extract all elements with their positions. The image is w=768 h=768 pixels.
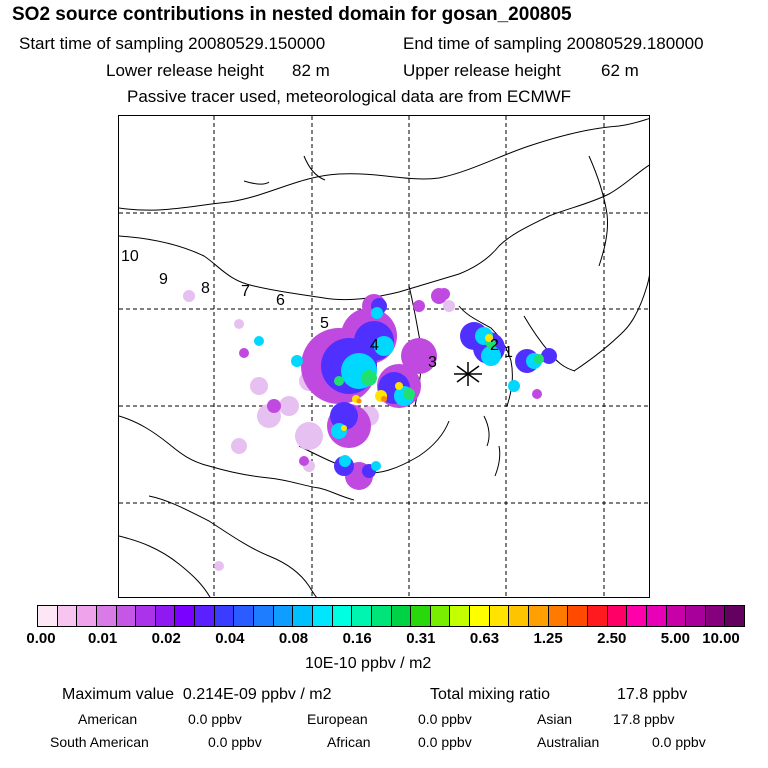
color-scale-segment <box>725 606 745 626</box>
traj-label-10: 10 <box>121 248 139 265</box>
color-scale-tick-label: 0.16 <box>342 630 372 647</box>
color-scale-segment <box>587 606 608 626</box>
region-south-american-value: 0.0 ppbv <box>208 734 262 750</box>
color-scale-tick-label: 0.01 <box>88 630 118 647</box>
color-scale-segment <box>470 606 490 626</box>
color-scale-segment <box>529 606 549 626</box>
color-scale-segment <box>57 606 78 626</box>
color-scale-unit: 10E-10 ppbv / m2 <box>305 655 432 672</box>
region-south-american-label: South American <box>50 734 149 750</box>
region-african-value: 0.0 ppbv <box>418 734 472 750</box>
so2-contribution-field <box>183 288 557 571</box>
color-scale-segment <box>352 606 372 626</box>
traj-label-1: 1 <box>504 344 513 361</box>
color-scale-bar <box>37 605 745 627</box>
page-title: SO2 source contributions in nested domai… <box>12 4 572 25</box>
max-value-line: Maximum value 0.214E-09 ppbv / m2 <box>62 686 331 704</box>
color-scale-segment <box>77 606 97 626</box>
region-asian-value: 17.8 ppbv <box>613 711 675 727</box>
color-scale-segment <box>450 606 471 626</box>
color-scale-segment <box>430 606 451 626</box>
max-value-label: Maximum value <box>62 686 175 703</box>
color-scale-tick-label: 0.31 <box>406 630 436 647</box>
color-scale-segment <box>195 606 215 626</box>
region-australian-label: Australian <box>537 734 600 750</box>
total-mixing-label: Total mixing ratio <box>430 686 551 703</box>
upper-release-label: Upper release height <box>403 61 561 80</box>
color-scale-tick-label: 1.25 <box>533 630 563 647</box>
color-scale-tick-label: 0.00 <box>26 630 56 647</box>
color-scale-segment <box>548 606 569 626</box>
color-scale-tick-label: 10.00 <box>702 630 740 647</box>
color-scale-segment <box>96 606 117 626</box>
color-scale-segment <box>509 606 530 626</box>
traj-label-4: 4 <box>370 337 379 354</box>
color-scale-segment <box>214 606 235 626</box>
color-scale-segment <box>175 606 196 626</box>
color-scale-segment <box>489 606 510 626</box>
color-scale-segment <box>411 606 431 626</box>
color-scale-segment <box>666 606 687 626</box>
lower-release-label: Lower release height <box>106 61 264 80</box>
color-scale-segment <box>705 606 726 626</box>
color-scale-segment <box>234 606 255 626</box>
region-african-label: African <box>327 734 371 750</box>
color-scale-segment <box>391 606 412 626</box>
lower-release-value: 82 m <box>292 61 330 80</box>
traj-label-6: 6 <box>276 292 285 309</box>
region-american-label: American <box>78 711 138 727</box>
color-scale-segment <box>646 606 667 626</box>
color-scale-segment <box>273 606 294 626</box>
color-scale-segment <box>136 606 156 626</box>
traj-label-2: 2 <box>490 337 499 354</box>
traj-label-9: 9 <box>159 271 168 288</box>
traj-label-7: 7 <box>241 283 250 300</box>
color-scale-tick-label: 2.50 <box>597 630 627 647</box>
color-scale-segment <box>116 606 137 626</box>
color-scale-segment <box>371 606 392 626</box>
region-american-value: 0.0 ppbv <box>188 711 242 727</box>
color-scale-segment <box>332 606 353 626</box>
tracer-note: Passive tracer used, meteorological data… <box>127 87 572 106</box>
color-scale-tick-label: 0.04 <box>215 630 245 647</box>
color-scale-tick-label: 0.63 <box>469 630 500 647</box>
max-value: 0.214E-09 ppbv / m2 <box>182 686 332 703</box>
end-time: End time of sampling 20080529.180000 <box>403 34 704 53</box>
map-canvas: 10 9 8 7 6 5 4 3 2 1 <box>119 116 649 597</box>
color-scale-segment <box>607 606 628 626</box>
total-mixing-value: 17.8 ppbv <box>617 686 688 703</box>
region-european-value: 0.0 ppbv <box>418 711 472 727</box>
color-scale-tick-label: 0.08 <box>278 630 309 647</box>
region-australian-value: 0.0 ppbv <box>652 734 706 750</box>
traj-label-5: 5 <box>320 315 329 332</box>
start-time: Start time of sampling 20080529.150000 <box>19 34 326 53</box>
color-scale-tick-label: 0.02 <box>151 630 181 647</box>
region-asian-label: Asian <box>537 711 573 727</box>
color-scale-segment <box>627 606 647 626</box>
color-scale-segment <box>686 606 706 626</box>
color-scale-tick-label: 5.00 <box>660 630 690 647</box>
region-european-label: European <box>307 711 368 727</box>
color-scale-segment <box>38 606 58 626</box>
color-scale-segment <box>293 606 313 626</box>
upper-release-value: 62 m <box>601 61 639 80</box>
color-scale-segment <box>568 606 588 626</box>
color-scale-segment <box>312 606 333 626</box>
source-contribution-map: 10 9 8 7 6 5 4 3 2 1 <box>118 115 650 598</box>
color-scale-segment <box>155 606 176 626</box>
traj-label-8: 8 <box>201 280 210 297</box>
color-scale-segment <box>254 606 274 626</box>
traj-label-3: 3 <box>428 354 437 371</box>
receptor-star-icon <box>454 362 482 386</box>
